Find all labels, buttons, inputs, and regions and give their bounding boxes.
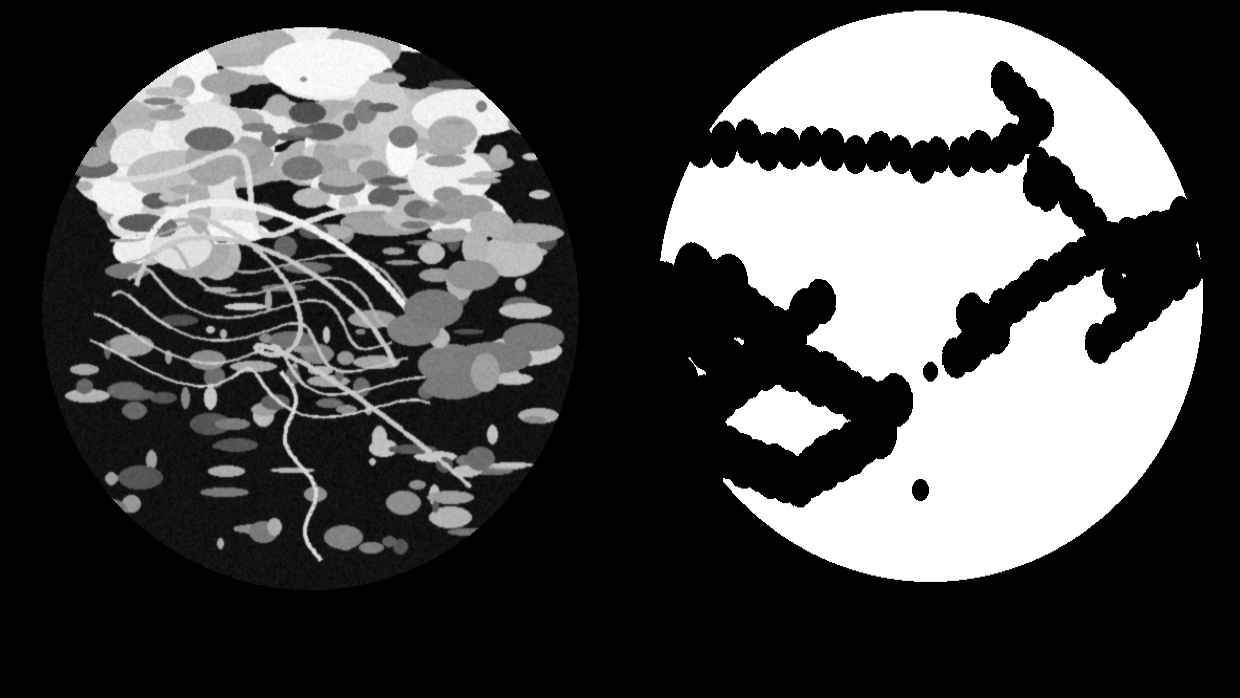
Text: （b）: （b）: [911, 639, 949, 658]
Text: （a）: （a）: [291, 639, 329, 658]
